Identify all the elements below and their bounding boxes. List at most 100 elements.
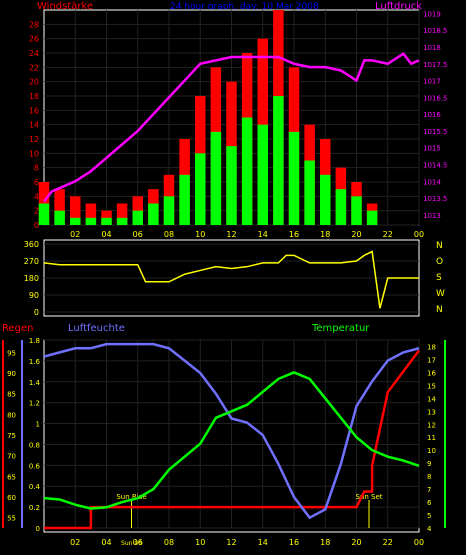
- humidity-line: [43, 342, 420, 520]
- x-tick-wind: 16: [289, 230, 299, 239]
- x-tick-climate: 18: [320, 538, 330, 547]
- x-tick-wind: 22: [383, 230, 393, 239]
- compass-label: N: [436, 241, 443, 251]
- temperature-label: Temperatur: [311, 323, 370, 334]
- y-tick-temperature: 13: [427, 408, 436, 416]
- y-tick-direction: 180: [24, 274, 39, 283]
- x-tick-wind: 06: [133, 230, 143, 239]
- y-tick-direction: 0: [34, 308, 39, 317]
- wind-bar: [288, 131, 300, 225]
- y-tick-humidity: 80: [7, 411, 16, 419]
- pressure-line: [43, 52, 420, 203]
- y-tick-humidity: 95: [7, 349, 16, 357]
- y-tick-wind: 22: [29, 63, 39, 72]
- y-tick-temperature: 4: [427, 525, 432, 533]
- wind-bar: [273, 96, 284, 225]
- y-tick-wind: 20: [29, 78, 39, 87]
- y-tick-rain: 0: [36, 525, 40, 533]
- y-tick-temperature: 12: [427, 421, 436, 429]
- y-tick-rain: 0.2: [29, 504, 40, 512]
- gust-bar: [54, 189, 65, 225]
- y-tick-humidity: 65: [7, 473, 16, 481]
- y-tick-wind: 24: [29, 49, 39, 58]
- wind-bar: [304, 160, 315, 225]
- x-tick-climate: 14: [258, 538, 268, 547]
- y-tick-pressure: 1019: [423, 10, 441, 18]
- x-tick-wind: 18: [320, 230, 330, 239]
- compass-label: W: [436, 289, 445, 299]
- wind-bar: [38, 203, 50, 225]
- y-tick-temperature: 7: [427, 486, 431, 494]
- y-tick-pressure: 1014: [423, 178, 441, 186]
- wind-bar: [210, 131, 222, 225]
- wind-bar: [85, 217, 97, 225]
- y-tick-humidity: 90: [7, 370, 16, 378]
- y-tick-pressure: 1013.5: [423, 195, 448, 203]
- compass-label: N: [436, 305, 443, 315]
- chart-title: 24 hour graph, day: 10 Mar 2008: [170, 2, 319, 12]
- x-tick-wind: 04: [101, 230, 111, 239]
- x-tick-climate: 06: [133, 538, 143, 547]
- x-tick-wind: 02: [70, 230, 80, 239]
- y-tick-wind: 2: [34, 207, 39, 216]
- y-tick-wind: 4: [34, 192, 39, 201]
- y-tick-pressure: 1018.5: [423, 27, 448, 35]
- sunset-label: Sun Set: [355, 493, 382, 501]
- y-tick-pressure: 1014.5: [423, 162, 448, 170]
- wind-bar: [195, 153, 206, 225]
- y-tick-pressure: 1015.5: [423, 128, 448, 136]
- y-tick-pressure: 1017.5: [423, 61, 448, 69]
- climate-plot: 00.20.40.60.811.21.41.61.855606570758085…: [2, 337, 446, 547]
- wind-bar: [101, 217, 112, 225]
- y-tick-rain: 1.4: [29, 379, 41, 387]
- x-tick-climate: 08: [164, 538, 174, 547]
- y-tick-pressure: 1016: [423, 111, 441, 119]
- y-tick-wind: 8: [34, 164, 39, 173]
- wind-bar: [132, 210, 143, 225]
- y-tick-direction: 90: [29, 291, 39, 300]
- wind-bar: [257, 124, 268, 225]
- y-tick-temperature: 6: [427, 499, 432, 507]
- y-tick-direction: 360: [24, 240, 39, 249]
- wind-bar: [148, 203, 159, 225]
- compass-label: O: [436, 257, 443, 267]
- wind-bar: [335, 189, 347, 225]
- y-tick-wind: 18: [29, 92, 39, 101]
- y-tick-direction: 270: [24, 257, 39, 266]
- wind-bar: [241, 117, 253, 225]
- y-tick-wind: 12: [29, 135, 39, 144]
- x-tick-climate: 04: [101, 538, 111, 547]
- direction-line: [43, 250, 419, 309]
- humidity-label: Luftfeuchte: [68, 323, 125, 334]
- y-tick-pressure: 1013: [423, 212, 441, 220]
- temperature-line: [43, 371, 420, 510]
- y-tick-wind: 28: [29, 20, 39, 29]
- wind-bar: [116, 217, 128, 225]
- wind-bar: [163, 196, 175, 225]
- y-tick-rain: 1.2: [29, 400, 40, 408]
- x-tick-wind: 08: [164, 230, 174, 239]
- y-tick-wind: 14: [29, 121, 39, 130]
- y-tick-rain: 1: [36, 421, 40, 429]
- y-tick-temperature: 8: [427, 473, 431, 481]
- sunrise-label: Sun Rise: [116, 493, 146, 501]
- pressure-title: Luftdruck: [375, 1, 422, 12]
- y-tick-temperature: 15: [427, 382, 436, 390]
- compass-label: S: [436, 273, 442, 283]
- y-tick-rain: 0.8: [29, 441, 40, 449]
- gust-bar: [85, 203, 97, 225]
- y-tick-pressure: 1018: [423, 44, 441, 52]
- y-tick-pressure: 1016.5: [423, 94, 448, 102]
- x-tick-climate: 12: [226, 538, 236, 547]
- y-tick-wind: 26: [29, 35, 39, 44]
- rain-label: Regen: [2, 323, 34, 334]
- y-tick-temperature: 11: [427, 434, 436, 442]
- y-tick-humidity: 85: [7, 391, 16, 399]
- y-tick-temperature: 17: [427, 356, 436, 364]
- x-tick-climate: 00: [414, 538, 424, 547]
- gust-bar: [70, 196, 81, 225]
- y-tick-wind: 16: [29, 106, 39, 115]
- wind-bar: [70, 217, 81, 225]
- x-tick-climate: 20: [351, 538, 361, 547]
